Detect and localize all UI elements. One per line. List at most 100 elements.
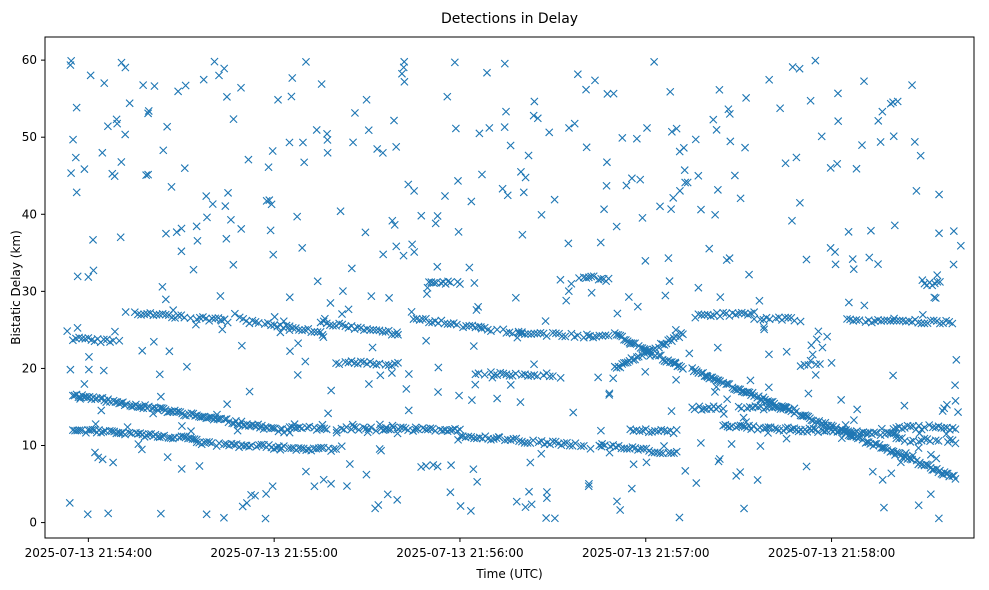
data-point-x-marker	[202, 192, 211, 201]
data-point-x-marker	[517, 370, 526, 379]
data-point-x-marker	[378, 148, 387, 157]
data-point-x-marker	[407, 307, 416, 316]
data-point-x-marker	[372, 326, 381, 335]
data-point-x-marker	[650, 57, 659, 66]
data-point-x-marker	[639, 444, 648, 453]
data-point-x-marker	[954, 408, 963, 417]
data-point-x-marker	[577, 442, 585, 451]
data-point-x-marker	[878, 443, 887, 452]
data-point-x-marker	[914, 444, 923, 452]
data-point-x-marker	[675, 186, 684, 195]
data-point-x-marker	[562, 296, 571, 305]
data-point-x-marker	[629, 426, 638, 435]
data-point-x-marker	[573, 70, 582, 79]
data-point-x-marker	[411, 423, 420, 432]
data-point-x-marker	[865, 253, 874, 262]
data-point-x-marker	[935, 229, 943, 238]
data-point-x-marker	[594, 373, 603, 382]
data-point-x-marker	[123, 423, 132, 432]
data-point-x-marker	[914, 501, 923, 510]
data-point-x-marker	[802, 255, 811, 264]
data-point-x-marker	[831, 260, 840, 269]
data-point-x-marker	[97, 406, 106, 415]
data-point-x-marker	[269, 444, 278, 453]
y-tick-label: 30	[22, 284, 37, 298]
data-point-x-marker	[155, 433, 164, 442]
data-point-x-marker	[223, 400, 232, 409]
data-point-x-marker	[116, 233, 125, 242]
data-point-x-marker	[353, 323, 362, 332]
data-point-x-marker	[421, 425, 430, 434]
data-point-x-marker	[177, 224, 186, 233]
data-point-x-marker	[285, 326, 294, 335]
data-point-x-marker	[679, 143, 688, 152]
data-point-x-marker	[870, 439, 879, 448]
data-point-x-marker	[226, 215, 235, 224]
data-point-x-marker	[436, 279, 445, 288]
data-point-x-marker	[827, 358, 836, 367]
data-point-x-marker	[556, 373, 565, 382]
data-point-x-marker	[932, 454, 941, 463]
data-point-x-marker	[530, 97, 539, 106]
data-point-x-marker	[215, 71, 223, 80]
data-point-x-marker	[848, 255, 857, 264]
data-point-x-marker	[806, 356, 815, 365]
data-point-x-marker	[750, 308, 759, 317]
data-point-x-marker	[671, 358, 680, 367]
data-point-x-marker	[681, 466, 690, 475]
data-point-x-marker	[844, 298, 853, 307]
data-point-x-marker	[542, 514, 551, 523]
data-point-x-marker	[404, 180, 413, 189]
data-point-x-marker	[493, 325, 502, 334]
data-point-x-marker	[675, 513, 684, 522]
data-point-x-marker	[455, 280, 464, 288]
data-point-x-marker	[872, 428, 881, 437]
data-point-x-marker	[536, 328, 545, 337]
data-point-x-marker	[584, 479, 593, 488]
data-point-x-marker	[181, 81, 190, 90]
data-point-x-marker	[117, 58, 126, 67]
data-point-x-marker	[237, 83, 245, 92]
data-point-x-marker	[614, 362, 623, 371]
data-point-x-marker	[596, 238, 605, 247]
data-point-x-marker	[125, 99, 134, 108]
data-point-x-marker	[342, 482, 351, 491]
data-point-x-marker	[84, 365, 93, 374]
data-point-x-marker	[582, 85, 591, 94]
data-point-x-marker	[431, 219, 440, 228]
data-point-x-marker	[934, 514, 943, 523]
data-point-x-marker	[137, 310, 145, 319]
data-point-x-marker	[809, 424, 818, 433]
data-point-x-marker	[787, 216, 796, 225]
data-point-x-marker	[242, 499, 251, 508]
data-point-x-marker	[561, 332, 570, 341]
data-point-x-marker	[656, 449, 665, 458]
data-point-x-marker	[369, 360, 378, 369]
data-point-x-marker	[257, 440, 266, 449]
data-point-x-marker	[533, 329, 542, 338]
data-point-x-marker	[177, 422, 186, 430]
data-point-x-marker	[155, 370, 164, 379]
data-point-x-marker	[417, 463, 426, 472]
data-point-x-marker	[906, 437, 915, 446]
data-point-x-marker	[641, 367, 650, 376]
data-point-x-marker	[410, 186, 419, 195]
data-point-x-marker	[161, 295, 170, 304]
data-point-x-marker	[297, 444, 306, 453]
data-point-x-marker	[219, 513, 228, 522]
data-point-x-marker	[469, 465, 478, 474]
data-point-x-marker	[890, 221, 899, 230]
data-point-x-marker	[387, 368, 396, 377]
data-point-x-marker	[509, 434, 518, 443]
data-point-x-marker	[622, 444, 631, 453]
data-point-x-marker	[362, 95, 371, 104]
data-point-x-marker	[672, 124, 681, 133]
data-point-x-marker	[537, 449, 546, 458]
data-point-x-marker	[895, 434, 904, 443]
data-point-x-marker	[948, 423, 957, 432]
data-point-x-marker	[385, 293, 394, 302]
data-point-x-marker	[476, 323, 485, 332]
data-point-x-marker	[696, 205, 705, 214]
data-point-x-marker	[633, 302, 642, 311]
data-point-x-marker	[605, 390, 614, 399]
